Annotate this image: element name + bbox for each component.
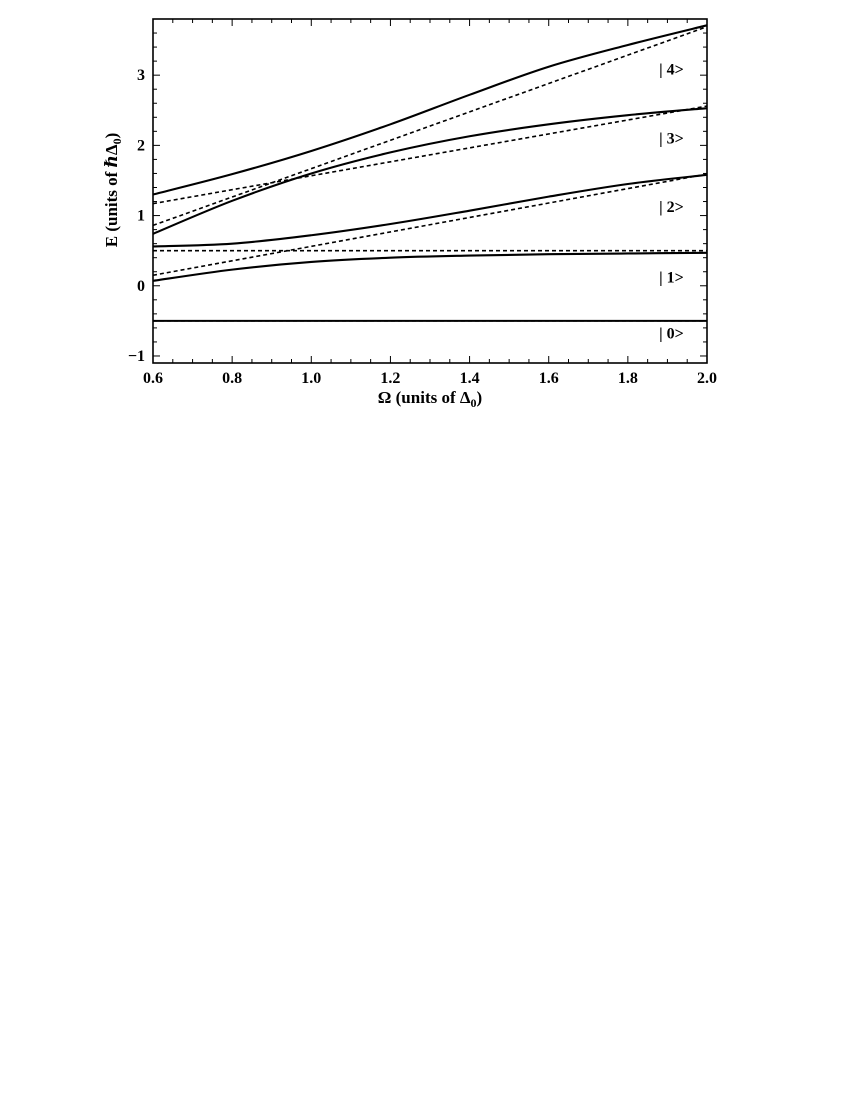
y-tick-label: 1 (137, 208, 145, 225)
y-tick-label: −1 (128, 348, 145, 365)
x-tick-label: 0.6 (143, 370, 163, 387)
state-label-0: | 0> (659, 326, 684, 343)
x-tick-label: 1.2 (380, 370, 400, 387)
x-tick-label: 1.8 (618, 370, 638, 387)
dashed-series-7 (152, 173, 708, 277)
dashed-series-8 (152, 105, 708, 205)
state-label-4: | 4> (659, 62, 684, 79)
solid-series-2 (152, 173, 708, 248)
x-tick-label: 1.6 (539, 370, 559, 387)
solid-series-1 (152, 251, 708, 282)
series-layer (152, 24, 708, 322)
y-tick-label: 2 (137, 137, 145, 154)
dashed-series-9 (152, 25, 708, 227)
x-tick-label: 0.8 (222, 370, 242, 387)
y-axis-label: E (units of ℏΔ0) (102, 133, 124, 248)
state-label-2: | 2> (659, 199, 684, 216)
state-label-1: | 1> (659, 269, 684, 286)
state-labels: | 0> | 1> | 2> | 3> | 4> (659, 62, 684, 343)
solid-series-4 (152, 24, 708, 196)
y-tick-label: 3 (137, 67, 145, 84)
x-tick-label: 1.0 (301, 370, 321, 387)
axis-ticks (152, 19, 708, 363)
x-tick-labels: 0.6 0.8 1.0 1.2 1.4 1.6 1.8 2.0 (143, 370, 717, 387)
y-tick-label: 0 (137, 278, 145, 295)
x-tick-label: 2.0 (697, 370, 717, 387)
x-axis-label: Ω (units of Δ0) (378, 388, 482, 410)
x-tick-label: 1.4 (460, 370, 480, 387)
state-label-3: | 3> (659, 130, 684, 147)
solid-series-3 (152, 107, 708, 235)
y-tick-labels: −1 0 1 2 3 (128, 67, 145, 365)
plot-frame (152, 18, 708, 364)
